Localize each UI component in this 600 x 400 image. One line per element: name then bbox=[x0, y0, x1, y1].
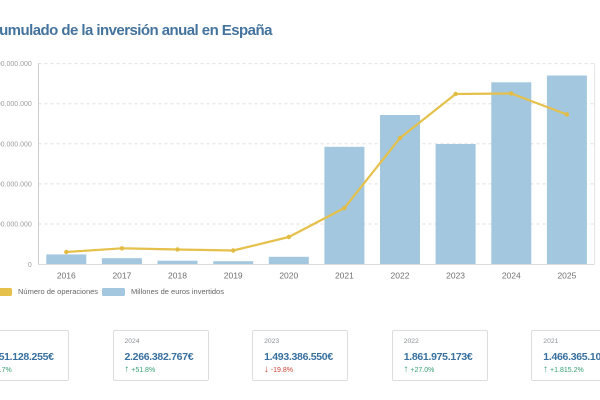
svg-text:500.000.000: 500.000.000 bbox=[0, 222, 32, 229]
svg-text:2019: 2019 bbox=[224, 271, 243, 281]
svg-text:2018: 2018 bbox=[168, 271, 187, 281]
svg-text:2021: 2021 bbox=[335, 271, 354, 281]
svg-text:1.000.000.000: 1.000.000.000 bbox=[0, 181, 32, 188]
svg-text:2024: 2024 bbox=[502, 271, 521, 281]
svg-text:1.500.000.000: 1.500.000.000 bbox=[0, 141, 32, 148]
svg-text:2.000.000.000: 2.000.000.000 bbox=[0, 101, 32, 108]
svg-text:2022: 2022 bbox=[391, 271, 410, 281]
svg-text:2025: 2025 bbox=[557, 271, 576, 281]
svg-text:0: 0 bbox=[28, 262, 32, 269]
svg-text:2017: 2017 bbox=[112, 271, 131, 281]
svg-text:2016: 2016 bbox=[57, 271, 76, 281]
svg-text:2020: 2020 bbox=[279, 271, 298, 281]
svg-text:2023: 2023 bbox=[446, 271, 465, 281]
svg-text:2.500.000.000: 2.500.000.000 bbox=[0, 61, 32, 68]
